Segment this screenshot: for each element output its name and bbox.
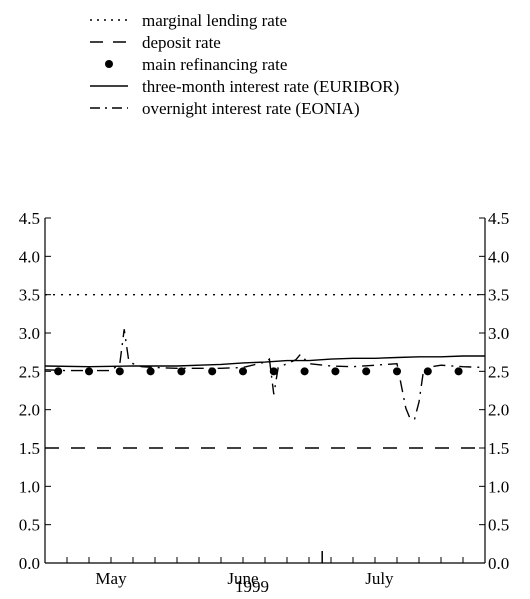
y-tick-label-left: 0.0 bbox=[19, 554, 40, 573]
refinancing-point bbox=[115, 367, 124, 376]
refinancing-point bbox=[269, 367, 278, 376]
refinancing-point bbox=[177, 367, 186, 376]
legend-entry-three-month-interest-rate-euribor: three-month interest rate (EURIBOR) bbox=[90, 77, 399, 96]
y-tick-label-left: 2.0 bbox=[19, 401, 40, 420]
y-tick-label-right: 1.0 bbox=[488, 477, 509, 496]
refinancing-point bbox=[454, 367, 463, 376]
legend: marginal lending rate deposit rate main re… bbox=[90, 11, 399, 118]
legend-entry-main-refinancing-rate: main refinancing rate bbox=[105, 55, 287, 74]
legend-entry-deposit-rate: deposit rate bbox=[90, 33, 221, 52]
legend-entry-marginal-lending-rate: marginal lending rate bbox=[90, 11, 287, 30]
y-tick-label-left: 4.0 bbox=[19, 247, 40, 266]
y-tick-label-left: 4.5 bbox=[19, 209, 40, 228]
legend-label: marginal lending rate bbox=[142, 11, 287, 30]
refinancing-point bbox=[85, 367, 93, 376]
refinancing-point bbox=[362, 367, 371, 376]
legend-label: three-month interest rate (EURIBOR) bbox=[142, 77, 399, 96]
refinancing-point bbox=[146, 367, 155, 376]
y-tick-label-right: 4.0 bbox=[488, 247, 509, 266]
y-tick-label-right: 2.5 bbox=[488, 362, 509, 381]
refinancing-point bbox=[239, 367, 247, 376]
legend-marker bbox=[105, 60, 113, 68]
y-tick-label-right: 4.5 bbox=[488, 209, 509, 228]
y-tick-label-right: 0.5 bbox=[488, 516, 509, 535]
y-tick-label-right: 0.0 bbox=[488, 554, 509, 573]
y-tick-label-right: 2.0 bbox=[488, 401, 509, 420]
legend-label: main refinancing rate bbox=[142, 55, 287, 74]
axes: 0.0 0.0 0.5 0.5 1.0 1.0 1.5 1.5 2.0 2.0 2.5 2.5 3.0 3… bbox=[19, 209, 510, 588]
y-tick-label-left: 2.5 bbox=[19, 362, 40, 381]
x-axis-label: 1999 bbox=[235, 577, 269, 596]
refinancing-point bbox=[331, 367, 340, 376]
y-tick-label-left: 3.5 bbox=[19, 286, 40, 305]
refinancing-point bbox=[208, 367, 217, 376]
refinancing-point bbox=[423, 367, 432, 376]
legend-label: overnight interest rate (EONIA) bbox=[142, 99, 360, 118]
y-tick-label-left: 1.5 bbox=[19, 439, 40, 458]
y-tick-label-left: 1.0 bbox=[19, 477, 40, 496]
series-overnight-interest-rate-eonia bbox=[44, 329, 486, 420]
refinancing-point bbox=[393, 367, 401, 376]
legend-label: deposit rate bbox=[142, 33, 221, 52]
y-tick-label-right: 3.5 bbox=[488, 286, 509, 305]
y-tick-label-left: 3.0 bbox=[19, 324, 40, 343]
y-tick-label-right: 1.5 bbox=[488, 439, 509, 458]
legend-entry-overnight-interest-rate-eonia: overnight interest rate (EONIA) bbox=[90, 99, 360, 118]
x-tick-label-june: June bbox=[227, 569, 258, 588]
series-main-refinancing-rate bbox=[54, 367, 463, 376]
x-tick-label-may: May bbox=[95, 569, 127, 588]
refinancing-point bbox=[300, 367, 309, 376]
x-tick-label-july: July bbox=[365, 569, 394, 588]
y-tick-label-left: 0.5 bbox=[19, 516, 40, 535]
series-three-month-interest-rate-euribor bbox=[44, 355, 485, 368]
y-tick-label-right: 3.0 bbox=[488, 324, 509, 343]
refinancing-point bbox=[54, 367, 63, 376]
plot-area bbox=[44, 294, 486, 449]
